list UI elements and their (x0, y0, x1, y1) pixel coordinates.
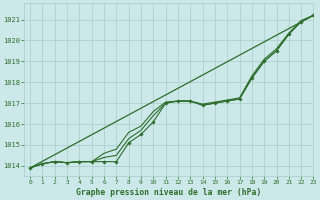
X-axis label: Graphe pression niveau de la mer (hPa): Graphe pression niveau de la mer (hPa) (76, 188, 261, 197)
